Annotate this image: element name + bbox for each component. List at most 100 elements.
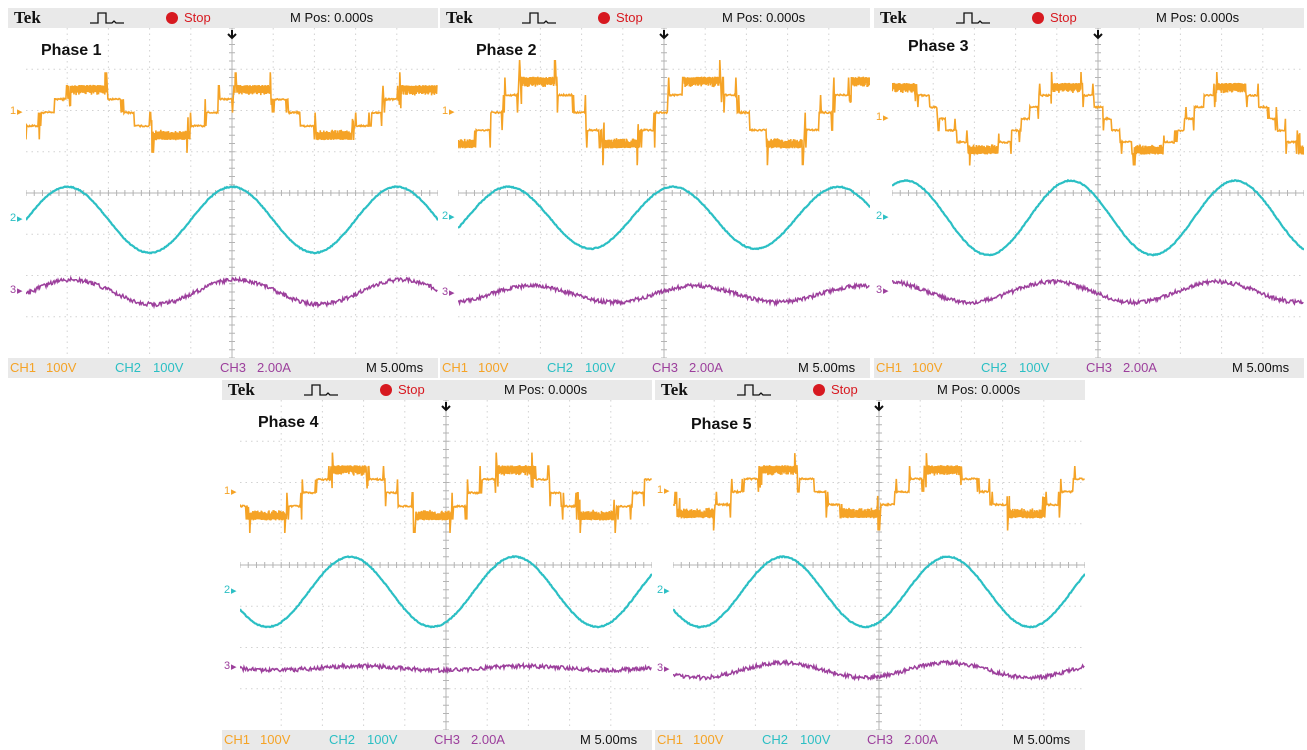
- phase-title: Phase 2: [476, 42, 537, 59]
- waveform-plot: [673, 400, 1085, 730]
- trigger-pulse-icon: [956, 12, 990, 24]
- scope-footer: CH1 100V CH2 100V CH3 2.00A M 5.00ms: [874, 358, 1304, 378]
- ch1-marker-arrow-icon: ▸: [17, 105, 23, 118]
- scope-footer: CH1 100V CH2 100V CH3 2.00A M 5.00ms: [440, 358, 870, 378]
- scope-header: Tek Stop M Pos: 0.000s: [222, 380, 652, 400]
- ch1-marker-arrow-icon: ▸: [883, 111, 889, 124]
- ch2-scale: 100V: [153, 360, 184, 375]
- ch2-scale: 100V: [800, 732, 831, 747]
- phase-title: Phase 4: [258, 414, 319, 431]
- scope-header: Tek Stop M Pos: 0.000s: [440, 8, 870, 28]
- ch1-trace: [892, 71, 1304, 166]
- ch1-trace: [26, 72, 438, 153]
- trigger-pulse-icon: [737, 384, 771, 396]
- ch3-label: CH3: [434, 732, 461, 747]
- run-status: Stop: [1050, 10, 1077, 25]
- ch1-label: CH1: [657, 732, 684, 747]
- ch2-label: CH2: [329, 732, 356, 747]
- ch2-scale: 100V: [585, 360, 616, 375]
- ch1-marker: 1: [657, 483, 664, 496]
- ch1-label: CH1: [224, 732, 251, 747]
- ch3-marker-arrow-icon: ▸: [449, 287, 455, 300]
- ch1-trace: [458, 59, 870, 166]
- ch2-trace: [892, 178, 1304, 257]
- waveform-plot: [26, 28, 438, 358]
- ch2-marker-arrow-icon: ▸: [231, 584, 237, 597]
- ch3-trace: [240, 661, 652, 675]
- ch3-label: CH3: [652, 360, 679, 375]
- stop-icon: [1032, 12, 1044, 24]
- ch2-trace: [240, 554, 652, 629]
- ch3-trace: [458, 281, 870, 307]
- m-pos-readout: M Pos: 0.000s: [504, 382, 588, 397]
- stop-icon: [598, 12, 610, 24]
- run-status: Stop: [184, 10, 211, 25]
- stop-icon: [380, 384, 392, 396]
- ch3-scale: 2.00A: [1123, 360, 1157, 375]
- ch2-trace: [26, 185, 438, 255]
- ch1-scale: 100V: [260, 732, 291, 747]
- ch1-trace: [673, 453, 1085, 531]
- time-scale: M 5.00ms: [580, 732, 638, 747]
- ch1-marker-arrow-icon: ▸: [449, 105, 455, 118]
- ch3-marker-arrow-icon: ▸: [231, 661, 237, 674]
- ch1-trace: [240, 452, 652, 534]
- trigger-pulse-icon: [304, 384, 338, 396]
- ch2-scale: 100V: [367, 732, 398, 747]
- ch2-marker: 2: [876, 209, 883, 222]
- grid: [892, 28, 1304, 358]
- waveform-plot: [458, 28, 870, 358]
- ch3-scale: 2.00A: [257, 360, 291, 375]
- scope-panel: Tek Stop M Pos: 0.000s CH1 100V CH2 100V…: [874, 8, 1304, 378]
- m-pos-readout: M Pos: 0.000s: [937, 382, 1021, 397]
- brand-logo: Tek: [228, 380, 255, 399]
- m-pos-readout: M Pos: 0.000s: [290, 10, 374, 25]
- scope-header: Tek Stop M Pos: 0.000s: [874, 8, 1304, 28]
- ch2-marker: 2: [657, 583, 664, 596]
- time-scale: M 5.00ms: [366, 360, 424, 375]
- trigger-arrow-icon: [227, 30, 237, 40]
- ch2-label: CH2: [762, 732, 789, 747]
- ch3-scale: 2.00A: [689, 360, 723, 375]
- run-status: Stop: [616, 10, 643, 25]
- trigger-arrow-icon: [659, 30, 669, 40]
- ch3-scale: 2.00A: [904, 732, 938, 747]
- trigger-pulse-icon: [90, 12, 124, 24]
- ch3-marker: 3: [224, 660, 231, 673]
- scope-footer: CH1 100V CH2 100V CH3 2.00A M 5.00ms: [655, 730, 1085, 750]
- grid: [26, 28, 438, 358]
- ch1-scale: 100V: [478, 360, 509, 375]
- phase-title: Phase 1: [41, 42, 102, 59]
- run-status: Stop: [831, 382, 858, 397]
- ch3-marker: 3: [657, 662, 664, 675]
- ch2-marker-arrow-icon: ▸: [449, 210, 455, 223]
- scope-footer: CH1 100V CH2 100V CH3 2.00A M 5.00ms: [222, 730, 652, 750]
- waveform-plot: [892, 28, 1304, 358]
- time-scale: M 5.00ms: [1013, 732, 1071, 747]
- ch1-scale: 100V: [693, 732, 724, 747]
- scope-footer: CH1 100V CH2 100V CH3 2.00A M 5.00ms: [8, 358, 438, 378]
- ch1-marker-arrow-icon: ▸: [231, 485, 237, 498]
- ch1-label: CH1: [442, 360, 469, 375]
- waveform-plot: [240, 400, 652, 730]
- stop-icon: [166, 12, 178, 24]
- time-scale: M 5.00ms: [798, 360, 856, 375]
- ch2-trace: [673, 555, 1085, 629]
- ch3-trace: [892, 278, 1304, 307]
- ch1-scale: 100V: [46, 360, 77, 375]
- stop-icon: [813, 384, 825, 396]
- ch3-marker: 3: [876, 284, 883, 296]
- grid: [240, 400, 652, 730]
- scope-panel: Tek Stop M Pos: 0.000s CH1 100V CH2 100V…: [8, 8, 438, 378]
- ch1-label: CH1: [10, 360, 37, 375]
- ch2-marker-arrow-icon: ▸: [17, 212, 23, 225]
- scope-panel: Tek Stop M Pos: 0.000s CH1 100V CH2 100V…: [655, 380, 1085, 750]
- ch2-scale: 100V: [1019, 360, 1050, 375]
- ch1-marker: 1: [442, 104, 449, 117]
- ch2-label: CH2: [547, 360, 574, 375]
- ch2-marker: 2: [224, 583, 231, 596]
- ch2-label: CH2: [981, 360, 1008, 375]
- ch2-label: CH2: [115, 360, 142, 375]
- phase-title: Phase 5: [691, 416, 752, 433]
- ch1-marker: 1: [224, 484, 231, 497]
